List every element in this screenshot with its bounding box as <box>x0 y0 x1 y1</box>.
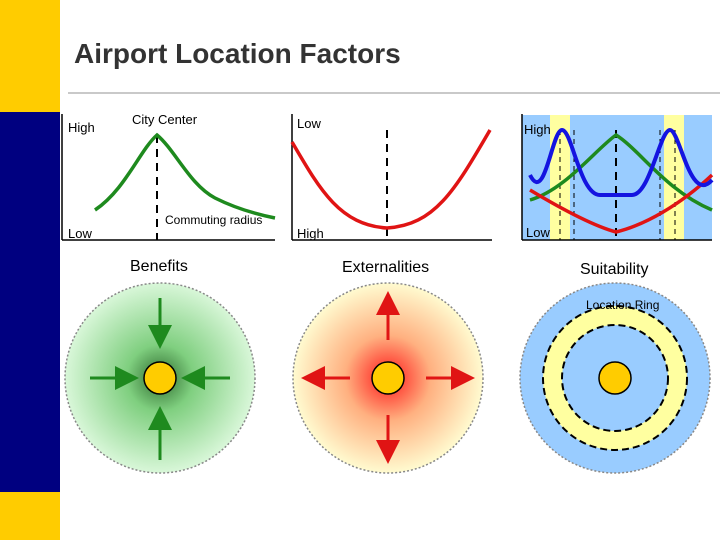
externalities-city-center <box>371 361 405 395</box>
benefits-city-center <box>143 361 177 395</box>
benefits-circle <box>64 282 256 474</box>
benefits-caption: Benefits <box>130 258 188 275</box>
externalities-chart <box>290 114 492 241</box>
suitability-curve <box>528 127 714 197</box>
location-ring-label: Location Ring <box>586 298 660 312</box>
externalities-caption: Externalities <box>342 259 430 276</box>
slide-title: Airport Location Factors <box>74 38 401 69</box>
externalities-circle <box>292 282 484 474</box>
externalities-high-label: High <box>297 226 324 241</box>
suitability-externality-curve <box>529 173 714 234</box>
suitability-low-label: Low <box>526 225 550 240</box>
accent-bar-bottom <box>0 492 60 540</box>
benefits-high-label: High <box>68 120 95 135</box>
benefits-curve <box>94 132 276 220</box>
suitability-chart <box>521 114 714 241</box>
accent-bar-top <box>0 0 60 112</box>
benefits-low-label: Low <box>68 226 92 241</box>
suitability-caption: Suitability <box>580 261 649 278</box>
benefits-chart <box>61 114 276 241</box>
suitability-benefit-curve <box>529 132 713 212</box>
benefits-commuting-radius-label: Commuting radius <box>165 213 263 227</box>
title-underline <box>68 92 720 94</box>
suitability-city-center <box>598 361 632 395</box>
externalities-low-label: Low <box>297 116 321 131</box>
benefits-city-center-label: City Center <box>132 112 198 127</box>
externalities-curve <box>290 129 492 230</box>
suitability-high-label: High <box>524 122 551 137</box>
suitability-circle <box>519 282 711 474</box>
accent-bar-middle <box>0 112 60 492</box>
